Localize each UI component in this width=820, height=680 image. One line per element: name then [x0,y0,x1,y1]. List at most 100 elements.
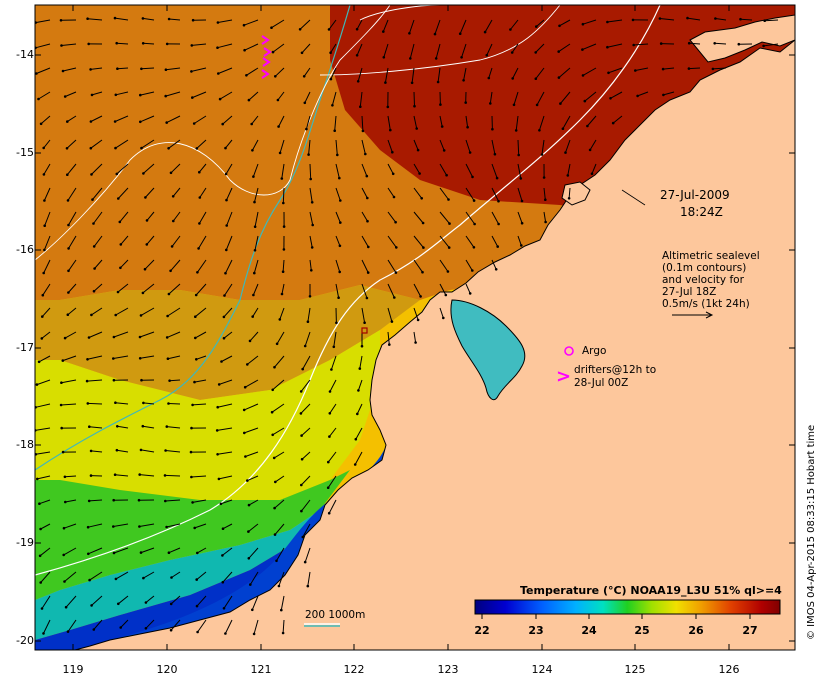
altimetry-note-line: 0.5m/s (1kt 24h) [662,298,750,310]
king-sound-water [450,299,526,401]
velocity-arrow [226,211,233,226]
velocity-arrow [301,499,311,512]
velocity-arrow [517,187,523,202]
velocity-arrow-head [87,42,90,46]
velocity-arrow-head [366,219,369,223]
velocity-arrow-head [389,128,392,132]
velocity-arrow-head [171,195,175,198]
velocity-arrow-head [534,51,537,54]
velocity-arrow-head [446,270,450,273]
velocity-arrow-head [224,271,227,275]
velocity-arrow-head [90,93,94,97]
velocity-arrow-head [90,313,93,317]
velocity-arrow-head [338,270,342,274]
velocity-arrow [218,67,233,74]
velocity-arrow [387,283,395,298]
velocity-arrow [40,523,51,530]
velocity-arrow [195,283,207,296]
velocity-arrow [361,139,366,155]
kimberley-islands [689,14,795,63]
velocity-arrow [222,523,233,530]
velocity-arrow [309,163,312,180]
velocity-arrow [245,451,259,457]
velocity-arrow [439,115,443,127]
velocity-arrow [244,403,259,411]
velocity-arrow-head [590,172,594,175]
velocity-arrow [387,115,391,131]
velocity-arrow [511,43,519,53]
velocity-arrow-head [310,246,314,249]
velocity-arrow-head [115,448,119,452]
velocity-arrow-head [520,221,524,225]
velocity-arrow-head [392,195,396,199]
velocity-arrow [67,307,77,316]
velocity-arrow [197,619,207,633]
velocity-arrow [558,67,571,78]
velocity-arrow [637,91,649,97]
velocity-arrow-head [420,197,424,200]
velocity-arrow [274,499,285,509]
velocity-arrow [116,449,129,453]
velocity-arrow-head [434,57,438,60]
velocity-arrow [90,139,103,149]
colorbar-tick-label: 24 [581,624,597,637]
velocity-arrow [584,91,597,102]
velocity-arrow-head [193,380,196,384]
velocity-arrow [164,474,181,477]
velocity-arrow-head [311,223,315,227]
velocity-arrow-head [354,437,358,441]
velocity-arrow-head [491,127,494,131]
velocity-arrow [387,211,397,223]
velocity-arrow [243,19,259,26]
velocity-arrow-head [333,129,337,132]
velocity-arrow-head [336,153,339,157]
velocity-arrow [517,211,523,224]
velocity-arrow-head [558,24,561,28]
velocity-arrow-head [222,336,226,340]
velocity-arrow [254,187,259,203]
velocity-arrow-head [658,17,662,20]
velocity-arrow [117,283,129,293]
velocity-arrow-head [276,98,280,102]
velocity-arrow [37,475,51,480]
velocity-arrow [195,331,207,339]
velocity-arrow-head [611,121,615,125]
velocity-arrow [223,331,233,339]
velocity-arrow [515,115,519,131]
velocity-arrow-head [299,412,303,415]
velocity-arrow-head [382,56,386,59]
velocity-arrow-head [278,318,282,321]
velocity-arrow [254,235,259,251]
velocity-arrow [589,139,597,151]
velocity-arrow-head [273,533,277,536]
velocity-arrow-head [538,129,541,132]
velocity-arrow [463,67,467,81]
velocity-arrow-head [564,151,567,154]
velocity-arrow [383,43,389,58]
velocity-arrow [89,499,103,502]
velocity-arrow [486,43,493,56]
velocity-arrow [36,379,51,386]
velocity-arrow [413,235,424,248]
velocity-arrow [87,18,103,21]
velocity-arrow [361,187,368,199]
velocity-arrow [196,595,207,607]
velocity-arrow [307,307,311,322]
velocity-arrow [67,187,77,201]
velocity-arrow [222,547,233,556]
velocity-arrow [64,475,77,478]
velocity-arrow-head [408,32,411,35]
velocity-arrow [459,19,467,34]
velocity-arrow-head [221,122,224,126]
velocity-arrow-head [331,104,334,107]
velocity-arrow-head [328,435,331,438]
velocity-arrow [120,235,129,245]
velocity-arrow-head [394,220,397,224]
velocity-arrow-head [298,28,302,31]
velocity-arrow [439,187,449,200]
velocity-arrow [248,91,259,101]
velocity-arrow-head [88,578,91,582]
velocity-arrow-head [247,530,250,533]
velocity-arrow [280,595,285,611]
velocity-arrow-head [332,345,336,349]
